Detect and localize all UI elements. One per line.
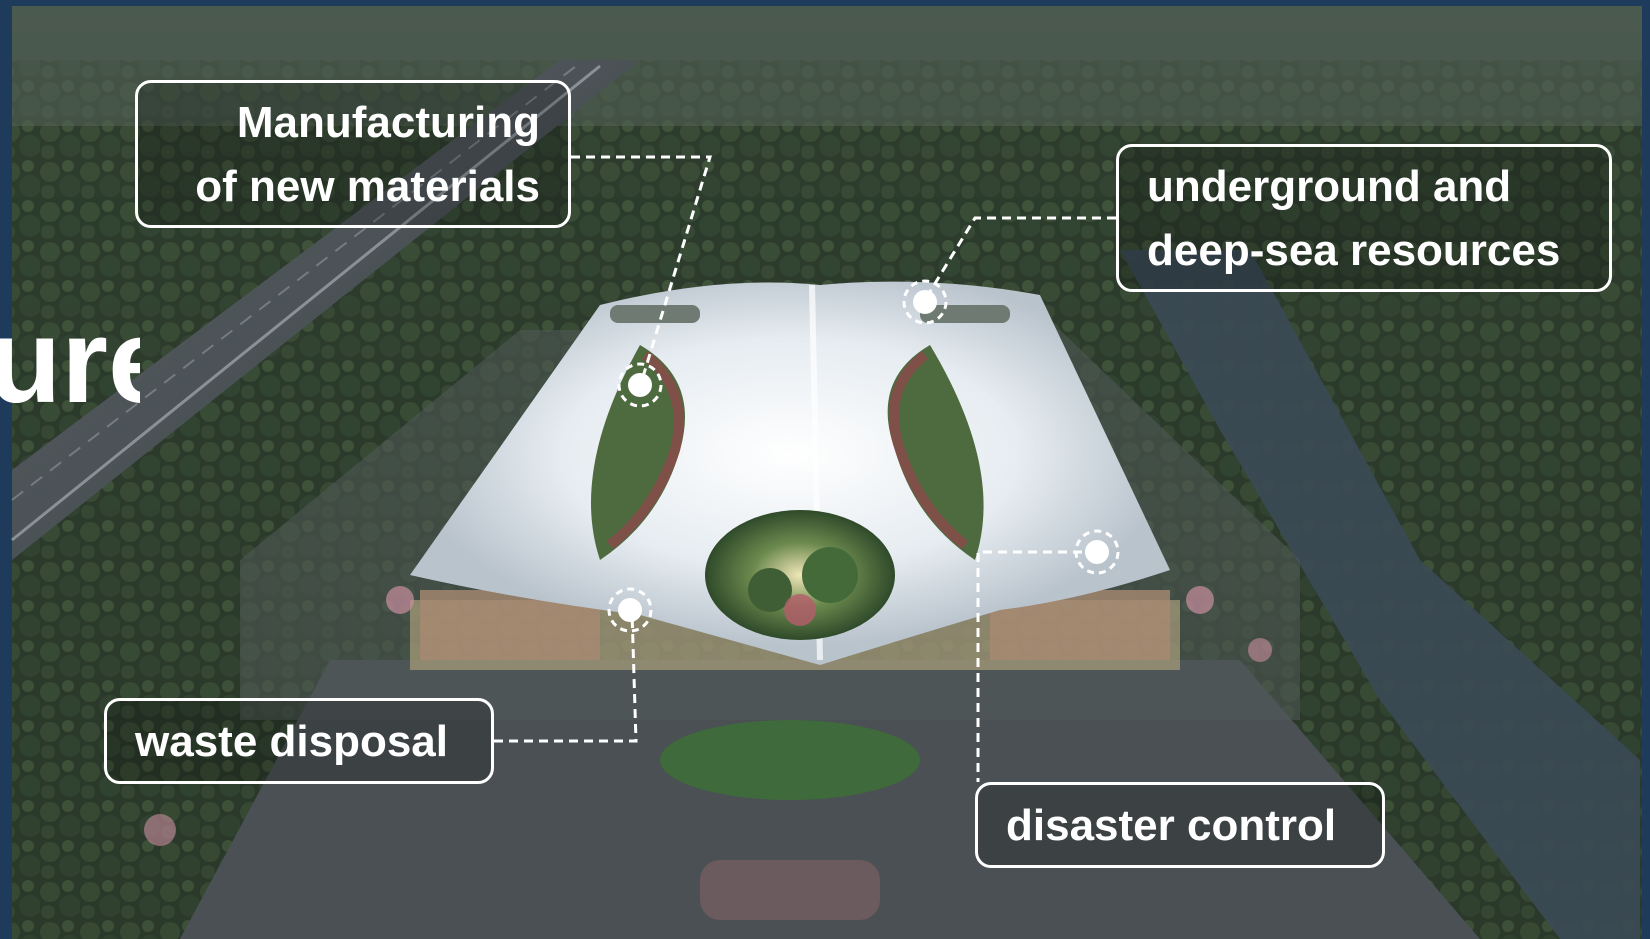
- callout-disaster-control: disaster control: [975, 782, 1385, 868]
- callout-underground-line1: underground and: [1147, 162, 1512, 211]
- slide-title-fragment: ure: [0, 286, 140, 446]
- callout-underground: underground and deep-sea resources: [1116, 144, 1612, 292]
- callout-waste-disposal-text: waste disposal: [135, 717, 449, 766]
- callout-manufacturing-line2: of new materials: [195, 162, 540, 211]
- slide-title-text: ure: [0, 294, 140, 428]
- callout-manufacturing: Manufacturing of new materials: [135, 80, 571, 228]
- callout-underground-line2: deep-sea resources: [1147, 226, 1561, 275]
- callout-disaster-control-text: disaster control: [1006, 801, 1337, 850]
- callout-waste-disposal: waste disposal: [104, 698, 494, 784]
- callout-manufacturing-line1: Manufacturing: [236, 98, 540, 147]
